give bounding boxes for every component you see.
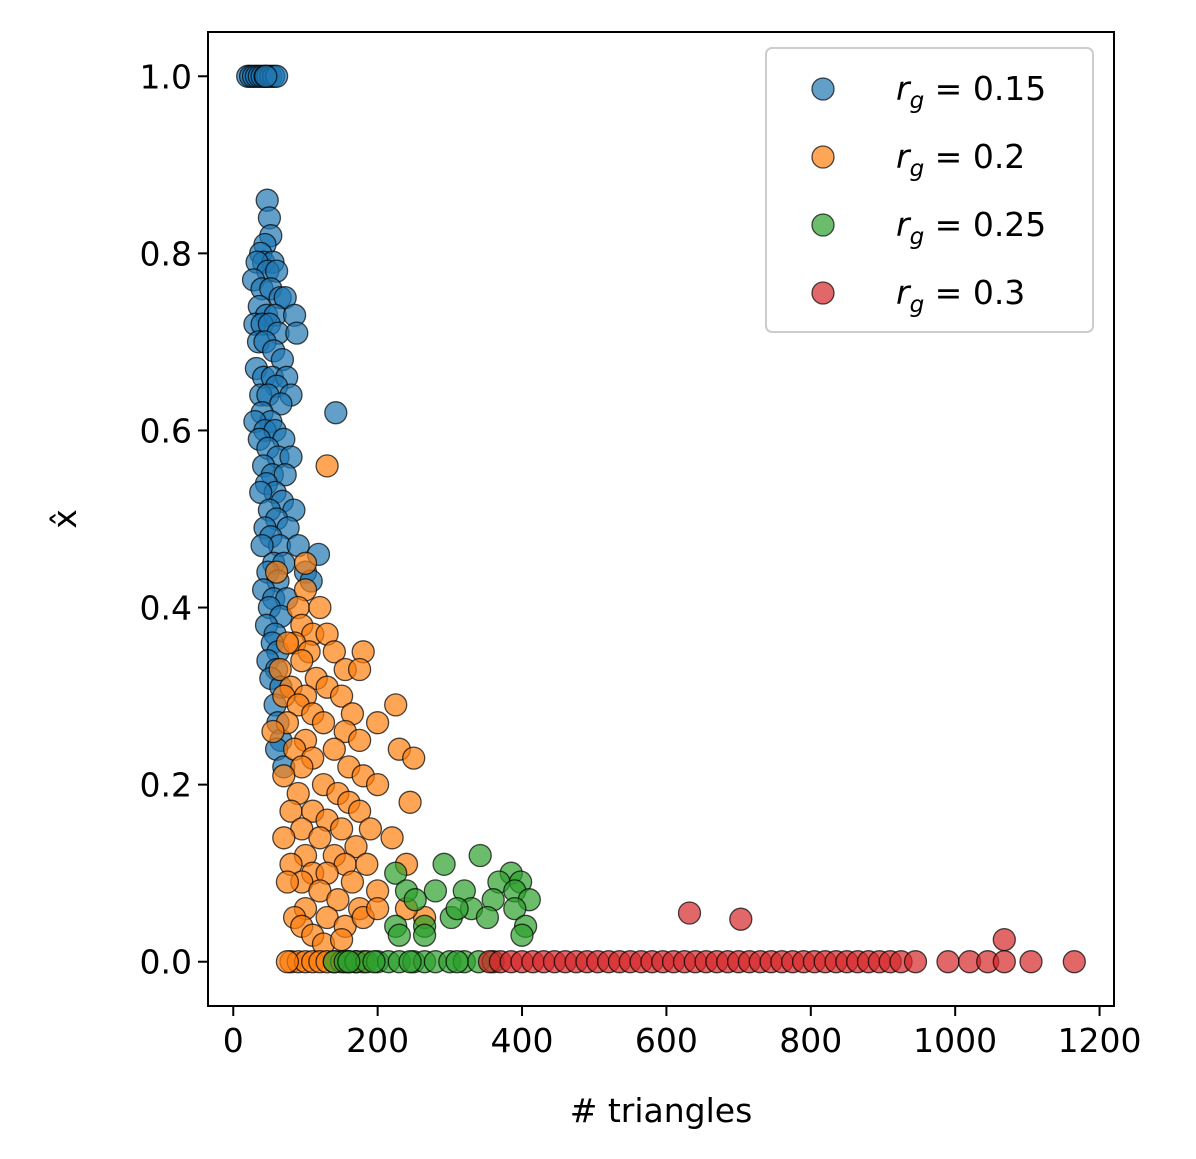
- scatter-point: [324, 401, 348, 425]
- scatter-point: [272, 826, 296, 850]
- x-tick-label: 1200: [1058, 1021, 1142, 1060]
- scatter-point: [322, 737, 346, 761]
- scatter-point: [275, 870, 300, 894]
- scatter-point: [290, 649, 314, 673]
- scatter-point: [503, 896, 527, 921]
- scatter-point: [403, 888, 427, 912]
- points-layer: [236, 64, 1086, 974]
- scatter-point: [273, 463, 297, 487]
- legend-marker: [811, 213, 835, 237]
- scatter-point: [285, 321, 309, 345]
- legend-label: rg = 0.2: [896, 137, 1025, 182]
- y-axis: 0.0 0.2 0.4 0.6 0.8 1.0: [140, 57, 208, 982]
- scatter-point: [329, 684, 354, 708]
- scatter-point: [510, 923, 534, 947]
- scatter-point: [254, 64, 278, 88]
- y-tick-label: 0.8: [140, 234, 192, 273]
- scatter-point: [365, 896, 390, 921]
- scatter-point: [729, 907, 753, 931]
- scatter-point: [423, 879, 448, 903]
- scatter-point: [387, 923, 411, 947]
- scatter-point: [475, 905, 500, 930]
- x-axis: 0 200 400 600 800 1000 1200: [223, 1006, 1142, 1060]
- scatter-point: [355, 852, 379, 876]
- scatter-point: [936, 950, 960, 974]
- scatter-point: [365, 772, 390, 797]
- scatter-point: [398, 790, 422, 814]
- y-tick-label: 0.0: [140, 943, 192, 982]
- scatter-point: [432, 852, 456, 876]
- x-axis-title: # triangles: [570, 1091, 753, 1130]
- scatter-point: [272, 764, 296, 788]
- legend-frame: [765, 47, 1094, 333]
- scatter-point: [326, 888, 350, 912]
- scatter-point: [992, 950, 1016, 974]
- scatter-point: [402, 746, 426, 770]
- scatter-point: [398, 950, 422, 974]
- scatter-point: [347, 657, 372, 682]
- scatter-point: [362, 950, 386, 974]
- x-tick-label: 0: [223, 1021, 244, 1060]
- scatter-point: [384, 693, 408, 717]
- scatter-point: [293, 551, 318, 575]
- scatter-point: [347, 799, 372, 823]
- scatter-point: [250, 533, 274, 558]
- x-tick-label: 600: [635, 1021, 698, 1060]
- x-tick-label: 400: [491, 1021, 554, 1060]
- scatter-point: [308, 595, 332, 620]
- legend-marker: [811, 77, 835, 101]
- x-tick-label: 1000: [913, 1021, 997, 1060]
- scatter-point: [380, 826, 404, 850]
- scatter-point: [264, 560, 289, 584]
- scatter-point: [384, 861, 408, 885]
- scatter-point: [358, 817, 383, 841]
- scatter-point: [329, 927, 354, 952]
- scatter-point: [322, 640, 346, 664]
- scatter-point: [412, 923, 437, 947]
- scatter-point: [275, 950, 300, 974]
- y-tick-label: 0.6: [140, 411, 192, 450]
- scatter-point: [308, 826, 332, 850]
- legend-label: rg = 0.25: [896, 205, 1046, 250]
- scatter-point: [903, 950, 928, 974]
- scatter-point: [261, 719, 285, 744]
- scatter-point: [445, 896, 469, 921]
- legend-marker: [811, 281, 835, 305]
- legend-label: rg = 0.3: [896, 273, 1025, 318]
- scatter-point: [269, 392, 293, 416]
- scatter-point: [1062, 950, 1086, 974]
- legend-label: rg = 0.15: [896, 69, 1046, 114]
- plot-frame: [207, 31, 1115, 1007]
- y-tick-label: 0.4: [140, 589, 192, 628]
- scatter-point: [329, 817, 354, 841]
- legend-marker: [811, 145, 835, 169]
- y-tick-label: 1.0: [140, 57, 192, 96]
- scatter-point: [275, 631, 300, 655]
- scatter-point: [677, 901, 702, 925]
- x-tick-label: 200: [346, 1021, 409, 1060]
- legend: rg = 0.15 rg = 0.2 rg = 0.25 rg = 0.3: [765, 47, 1094, 333]
- scatter-point: [1019, 950, 1043, 974]
- scatter-point: [311, 711, 336, 735]
- y-axis-title: x̂: [45, 509, 84, 529]
- scatter-point: [337, 950, 361, 974]
- scatter-point: [365, 711, 390, 735]
- scatter-point: [268, 657, 292, 682]
- scatter-point: [315, 454, 339, 478]
- x-tick-label: 800: [779, 1021, 842, 1060]
- scatter-point: [992, 927, 1016, 952]
- y-tick-label: 0.2: [140, 766, 192, 805]
- scatter-point: [445, 950, 469, 974]
- scatter-point: [468, 843, 492, 868]
- scatter-point: [340, 870, 365, 894]
- scatter-point: [344, 834, 368, 859]
- scatter-point: [347, 728, 372, 753]
